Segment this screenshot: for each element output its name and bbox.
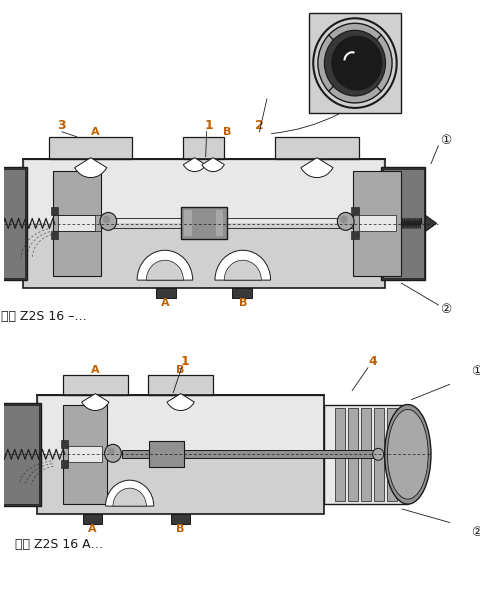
Circle shape (318, 23, 392, 103)
Bar (348, 407, 358, 501)
Text: B: B (239, 298, 247, 308)
Ellipse shape (387, 409, 428, 499)
Bar (25, 160, 383, 223)
Text: ②: ② (471, 526, 480, 539)
Bar (351, 207, 359, 215)
Bar (275, 137, 359, 159)
Wedge shape (146, 260, 183, 280)
Bar (39, 396, 323, 454)
Bar (383, 168, 423, 278)
Bar (49, 137, 132, 159)
Bar (1, 404, 39, 504)
Bar (84, 514, 102, 524)
Bar (69, 447, 102, 462)
Bar (361, 407, 371, 501)
Bar (58, 215, 96, 231)
Text: B: B (177, 524, 185, 534)
Bar (156, 288, 176, 298)
Bar (336, 407, 345, 501)
Wedge shape (215, 250, 271, 280)
Text: 类型 Z2S 16 –…: 类型 Z2S 16 –… (1, 310, 87, 323)
Wedge shape (183, 157, 206, 171)
Wedge shape (113, 488, 146, 506)
Wedge shape (82, 393, 109, 411)
Text: ②: ② (440, 303, 452, 316)
Text: 3: 3 (58, 119, 66, 132)
Text: B: B (223, 127, 231, 137)
Bar (61, 461, 69, 468)
Circle shape (103, 215, 110, 223)
Circle shape (324, 30, 385, 96)
Circle shape (337, 212, 354, 231)
Bar (122, 450, 375, 458)
Text: 4: 4 (368, 355, 377, 368)
Bar (216, 210, 219, 236)
Text: 类型 Z2S 16 A…: 类型 Z2S 16 A… (15, 538, 103, 551)
Bar (180, 207, 227, 239)
Text: A: A (91, 365, 100, 375)
Text: A: A (91, 127, 100, 137)
Bar (353, 171, 401, 276)
Wedge shape (75, 157, 107, 178)
Bar (0, 403, 41, 506)
Text: ①: ① (471, 365, 480, 378)
Bar (183, 137, 224, 159)
Bar (359, 215, 396, 231)
Bar (171, 514, 190, 524)
Bar (219, 210, 223, 236)
Text: 2: 2 (255, 119, 264, 132)
Bar (351, 231, 359, 239)
Bar (0, 167, 27, 280)
Bar (61, 440, 69, 448)
Bar (51, 207, 58, 215)
Circle shape (332, 36, 382, 90)
Text: 1: 1 (181, 355, 190, 368)
Bar (188, 210, 192, 236)
Circle shape (105, 444, 121, 462)
Bar (23, 159, 384, 288)
Bar (149, 442, 184, 467)
Bar (37, 395, 324, 514)
Bar (374, 407, 384, 501)
Text: A: A (88, 524, 97, 534)
Polygon shape (425, 215, 436, 231)
Bar (25, 225, 383, 286)
Circle shape (340, 215, 348, 223)
Circle shape (313, 18, 396, 108)
Wedge shape (106, 480, 154, 506)
Circle shape (100, 212, 117, 231)
Circle shape (372, 448, 384, 461)
Text: 1: 1 (204, 119, 213, 132)
Bar (148, 375, 213, 395)
Bar (51, 231, 58, 239)
Bar (324, 404, 408, 504)
Text: A: A (161, 298, 169, 308)
Text: B: B (177, 365, 185, 375)
Bar (53, 171, 101, 276)
Text: ①: ① (440, 134, 452, 147)
Bar (63, 404, 108, 504)
Bar (63, 375, 128, 395)
Bar (232, 288, 252, 298)
Circle shape (108, 447, 115, 455)
Bar (0, 168, 25, 278)
Wedge shape (137, 250, 192, 280)
Wedge shape (301, 157, 333, 178)
Ellipse shape (384, 404, 431, 504)
Bar (184, 210, 188, 236)
Wedge shape (167, 393, 194, 411)
Bar (381, 167, 425, 280)
Bar (387, 407, 396, 501)
Wedge shape (202, 157, 224, 171)
Bar (309, 13, 401, 113)
Wedge shape (224, 260, 261, 280)
